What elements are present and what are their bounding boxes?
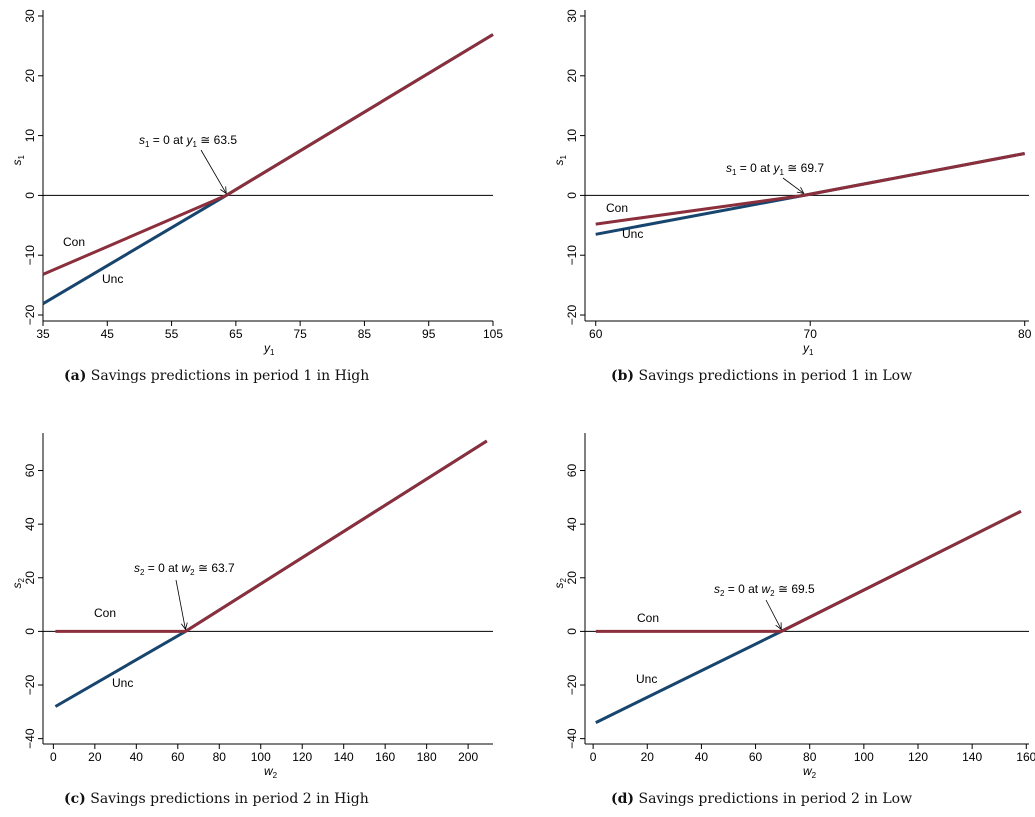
series-label-con: Con [94,606,116,620]
x-tick-label: 95 [422,327,436,341]
panel-b: −20 −10 0 10 20 30 60 70 80 y1 s1 Con Unc s1 = 0 at y… [552,9,1032,384]
y-tick-label: 0 [565,192,579,199]
y-tick-label: 60 [23,464,37,478]
annotation-arrowhead [775,622,782,631]
y-tick-label: 10 [23,129,37,143]
x-tick-label: 65 [229,327,243,341]
x-axis-title: y1 [263,341,275,357]
annotation-arrow [782,177,805,194]
caption: (b) Savings predictions in period 1 in L… [611,368,912,384]
y-axis-title: s1 [552,155,568,166]
caption: (d) Savings predictions in period 2 in L… [611,791,912,807]
y-tick-label: 20 [565,571,579,585]
y-tick-label: 0 [565,628,579,635]
annotation-arrowhead [220,186,227,195]
annotation-arrowhead [180,622,188,631]
y-tick-label: 0 [23,192,37,199]
y-tick-label: 20 [565,69,579,83]
annotation-arrow [200,149,227,194]
x-tick-label: 180 [417,750,437,764]
series-line-con [42,33,494,276]
y-tick-label: 40 [23,517,37,531]
series-label-con: Con [63,235,85,249]
caption: (a) Savings predictions in period 1 in H… [64,368,369,384]
x-tick-label: 40 [130,750,144,764]
panel-a: −20 −10 0 10 20 30 35 45 55 65 75 85 95 105 y1 s1 Con Unc… [10,9,503,384]
x-tick-label: 80 [1018,327,1032,341]
x-tick-label: 35 [36,327,50,341]
x-tick-label: 80 [213,750,227,764]
series-label-unc: Unc [102,272,123,286]
x-tick-label: 40 [695,750,709,764]
y-tick-label: 60 [565,464,579,478]
x-tick-label: 140 [962,750,982,764]
y-tick-label: 30 [565,9,579,23]
x-tick-label: 120 [292,750,312,764]
series-line-con [55,439,488,633]
x-tick-label: 0 [590,750,597,764]
x-axis-title: w2 [264,764,278,780]
y-tick-label: 40 [565,517,579,531]
series-label-unc: Unc [636,672,657,686]
x-tick-label: 45 [101,327,115,341]
x-tick-label: 140 [334,750,354,764]
series-label-con: Con [606,201,628,215]
x-tick-label: 160 [375,750,395,764]
y-tick-label: 0 [23,628,37,635]
x-tick-label: 70 [804,327,818,341]
y-tick-label: −20 [565,305,579,326]
annotation-text: s2 = 0 at w2 ≅ 63.7 [134,561,235,577]
x-tick-label: 75 [293,327,307,341]
y-tick-label: −20 [23,305,37,326]
x-tick-label: 60 [589,327,603,341]
annotation-text: s1 = 0 at y1 ≅ 69.7 [726,161,824,177]
y-axis-title: s2 [552,578,568,589]
y-tick-label: −40 [23,728,37,749]
x-axis-title: w2 [803,764,817,780]
x-tick-label: 200 [458,750,478,764]
x-tick-label: 85 [358,327,372,341]
x-tick-label: 105 [483,327,503,341]
x-tick-label: 55 [165,327,179,341]
y-tick-label: −10 [23,245,37,266]
y-tick-label: 30 [23,9,37,23]
annotation-arrow [765,599,782,630]
y-tick-label: −10 [565,245,579,266]
x-tick-label: 20 [641,750,655,764]
x-tick-label: 60 [749,750,763,764]
x-tick-label: 60 [171,750,185,764]
caption: (c) Savings predictions in period 2 in H… [64,791,369,807]
y-tick-label: −40 [565,728,579,749]
x-tick-label: 20 [88,750,102,764]
y-tick-label: 20 [23,69,37,83]
annotation-text: s2 = 0 at w2 ≅ 69.5 [714,582,815,598]
panel-d: −40 −20 0 20 40 60 0 20 40 60 80 100 120 140 160 w2 s2 Co… [552,433,1035,807]
y-tick-label: 10 [565,129,579,143]
y-tick-label: −20 [565,675,579,696]
y-axis-title: s2 [10,578,26,589]
x-tick-label: 80 [803,750,817,764]
x-tick-label: 160 [1016,750,1035,764]
x-tick-label: 100 [251,750,271,764]
y-axis-title: s1 [10,155,26,166]
series-line-con [595,152,1025,226]
series-label-unc: Unc [112,676,133,690]
annotation-text: s1 = 0 at y1 ≅ 63.5 [139,133,237,149]
x-tick-label: 120 [908,750,928,764]
annotation-arrow [175,579,186,630]
x-axis-title: y1 [802,341,814,357]
series-label-con: Con [637,611,659,625]
y-tick-label: 20 [23,571,37,585]
y-tick-label: −20 [23,675,37,696]
x-tick-label: 0 [50,750,57,764]
x-tick-label: 100 [854,750,874,764]
panel-c: −40 −20 0 20 40 60 0 20 40 60 80 100 120 140 160 180 200… [10,433,493,807]
series-label-unc: Unc [622,227,643,241]
series-line-con [595,509,1022,633]
annotation-arrowhead [796,187,805,194]
